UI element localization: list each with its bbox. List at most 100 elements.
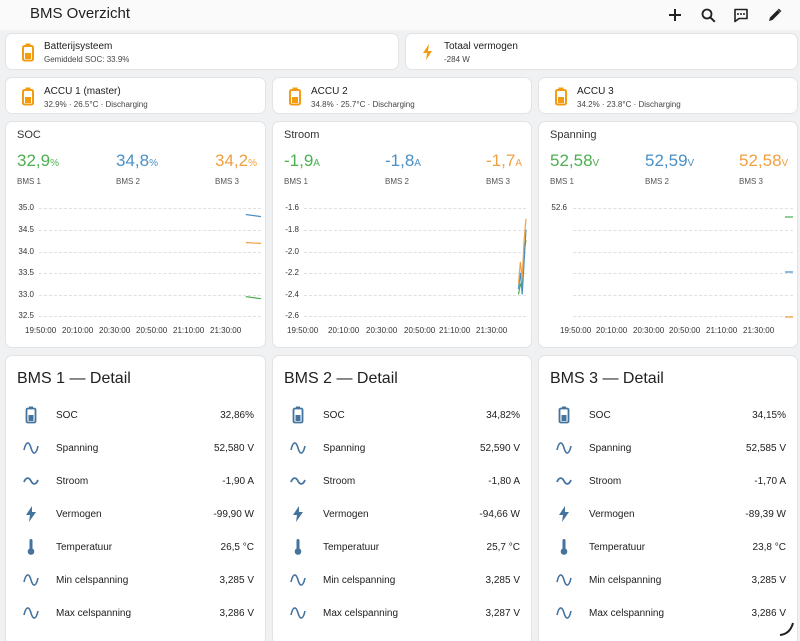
entity-row-soc[interactable]: SOC 32,86% bbox=[6, 401, 265, 434]
entity-row-min-celspanning[interactable]: Min celspanning 3,285 V bbox=[539, 566, 797, 599]
reading-bms3: 52,58V bbox=[739, 151, 789, 170]
x-tick-label: 20:50:00 bbox=[404, 326, 436, 335]
grid-line bbox=[573, 316, 793, 317]
grid-line bbox=[39, 316, 261, 317]
x-tick-label: 21:10:00 bbox=[706, 326, 738, 335]
grid-line bbox=[39, 208, 261, 209]
entity-value: 52,580 V bbox=[213, 443, 254, 454]
grid-line bbox=[39, 252, 261, 253]
entity-value: 3,285 V bbox=[485, 575, 520, 586]
entity-label: Max celspanning bbox=[56, 608, 132, 619]
entity-value: 34,15% bbox=[752, 410, 786, 421]
tile-name: Batterijsysteem bbox=[44, 41, 113, 52]
add-icon[interactable] bbox=[664, 4, 686, 26]
x-tick-label: 20:50:00 bbox=[669, 326, 701, 335]
entity-value: 25,7 °C bbox=[486, 542, 520, 553]
detail-card-bms3: BMS 3 — Detail SOC 34,15% Spanning 52,58… bbox=[538, 355, 798, 641]
battery-icon bbox=[18, 86, 38, 106]
reading-bms1: -1,9A bbox=[284, 151, 320, 170]
x-tick-label: 19:50:00 bbox=[560, 326, 592, 335]
entity-value: 34,82% bbox=[486, 410, 520, 421]
entity-value: -1,70 A bbox=[754, 476, 786, 487]
entity-row-temperatuur[interactable]: Temperatuur 25,7 °C bbox=[273, 533, 531, 566]
sine-wave-icon bbox=[23, 439, 39, 457]
grid-line bbox=[39, 230, 261, 231]
entity-row-stroom[interactable]: Stroom -1,90 A bbox=[6, 467, 265, 500]
tile-name: ACCU 1 (master) bbox=[44, 86, 121, 97]
graph-card-soc[interactable]: SOC 32,9% 34,8% 34,2% BMS 1 BMS 2 BMS 3 … bbox=[5, 121, 266, 348]
entity-value: 3,286 V bbox=[219, 608, 254, 619]
tile-accu-3[interactable]: ACCU 3 34.2% · 23.8°C · Discharging bbox=[538, 77, 798, 114]
grid-line bbox=[304, 252, 526, 253]
resize-handle-icon[interactable] bbox=[776, 618, 796, 638]
reading-label: BMS 1 bbox=[17, 177, 42, 186]
entity-row-max-celspanning[interactable]: Max celspanning 3,286 V bbox=[6, 599, 265, 632]
y-tick-label: 33.0 bbox=[18, 290, 34, 299]
entity-row-vermogen[interactable]: Vermogen -99,90 W bbox=[6, 500, 265, 533]
battery-icon bbox=[556, 406, 572, 424]
grid-line bbox=[304, 230, 526, 231]
entity-row-spanning[interactable]: Spanning 52,585 V bbox=[539, 434, 797, 467]
entity-row-max-celspanning[interactable]: Max celspanning 3,287 V bbox=[273, 599, 531, 632]
entity-label: Max celspanning bbox=[589, 608, 665, 619]
graph-title: SOC bbox=[17, 129, 41, 141]
entity-value: 52,585 V bbox=[745, 443, 786, 454]
reading-bms1: 32,9% bbox=[17, 151, 59, 170]
tile-totaal-vermogen[interactable]: Totaal vermogen -284 W bbox=[405, 33, 798, 70]
entity-row-stroom[interactable]: Stroom -1,70 A bbox=[539, 467, 797, 500]
entity-row-min-celspanning[interactable]: Min celspanning 3,285 V bbox=[6, 566, 265, 599]
x-tick-label: 19:50:00 bbox=[25, 326, 57, 335]
battery-icon bbox=[290, 406, 306, 424]
entity-row-spanning[interactable]: Spanning 52,590 V bbox=[273, 434, 531, 467]
y-tick-label: 35.0 bbox=[18, 203, 34, 212]
battery-icon bbox=[18, 42, 38, 62]
entity-value: -1,80 A bbox=[488, 476, 520, 487]
entity-row-vermogen[interactable]: Vermogen -89,39 W bbox=[539, 500, 797, 533]
tile-batterijsysteem[interactable]: Batterijsysteem Gemiddeld SOC: 33.9% bbox=[5, 33, 399, 70]
entity-label: Temperatuur bbox=[589, 542, 646, 553]
entity-value: 3,287 V bbox=[485, 608, 520, 619]
sine-wave-icon bbox=[23, 604, 39, 622]
entity-value: 3,285 V bbox=[751, 575, 786, 586]
edit-icon[interactable] bbox=[763, 4, 785, 26]
x-tick-label: 21:30:00 bbox=[210, 326, 242, 335]
entity-row-vermogen[interactable]: Vermogen -94,66 W bbox=[273, 500, 531, 533]
flash-icon bbox=[556, 505, 572, 523]
reading-bms2: 34,8% bbox=[116, 151, 158, 170]
reading-label: BMS 3 bbox=[215, 177, 240, 186]
entity-row-temperatuur[interactable]: Temperatuur 23,8 °C bbox=[539, 533, 797, 566]
search-icon[interactable] bbox=[697, 4, 719, 26]
entity-label: Temperatuur bbox=[323, 542, 380, 553]
entity-row-spanning[interactable]: Spanning 52,580 V bbox=[6, 434, 265, 467]
reading-bms2: -1,8A bbox=[385, 151, 421, 170]
reading-label: BMS 2 bbox=[116, 177, 141, 186]
entity-row-temperatuur[interactable]: Temperatuur 26,5 °C bbox=[6, 533, 265, 566]
tile-accu-2[interactable]: ACCU 2 34.8% · 25.7°C · Discharging bbox=[272, 77, 532, 114]
entity-row-stroom[interactable]: Stroom -1,80 A bbox=[273, 467, 531, 500]
graph-card-spanning[interactable]: Spanning 52,58V 52,59V 52,58V BMS 1 BMS … bbox=[538, 121, 798, 348]
y-tick-label: -2.0 bbox=[285, 247, 299, 256]
entity-label: Min celspanning bbox=[56, 575, 129, 586]
reading-bms1: 52,58V bbox=[550, 151, 600, 170]
battery-icon bbox=[551, 86, 571, 106]
thermometer-icon bbox=[23, 538, 39, 556]
entity-row-max-celspanning[interactable]: Max celspanning 3,286 V bbox=[539, 599, 797, 632]
entity-row-soc[interactable]: SOC 34,82% bbox=[273, 401, 531, 434]
grid-line bbox=[39, 273, 261, 274]
y-tick-label: 34.0 bbox=[18, 247, 34, 256]
graph-card-stroom[interactable]: Stroom -1,9A -1,8A -1,7A BMS 1 BMS 2 BMS… bbox=[272, 121, 532, 348]
tile-accu-1[interactable]: ACCU 1 (master) 32.9% · 26.5°C · Dischar… bbox=[5, 77, 266, 114]
entity-row-soc[interactable]: SOC 34,15% bbox=[539, 401, 797, 434]
x-tick-label: 20:10:00 bbox=[62, 326, 94, 335]
x-tick-label: 21:30:00 bbox=[476, 326, 508, 335]
assist-icon[interactable] bbox=[730, 4, 752, 26]
card-title: BMS 1 — Detail bbox=[17, 370, 131, 387]
series-line-bms1 bbox=[245, 296, 262, 300]
flash-icon bbox=[418, 42, 438, 62]
entity-label: Temperatuur bbox=[56, 542, 113, 553]
entity-row-min-celspanning[interactable]: Min celspanning 3,285 V bbox=[273, 566, 531, 599]
entity-value: 26,5 °C bbox=[220, 542, 254, 553]
x-tick-label: 21:30:00 bbox=[743, 326, 775, 335]
reading-label: BMS 3 bbox=[486, 177, 511, 186]
grid-line bbox=[304, 295, 526, 296]
